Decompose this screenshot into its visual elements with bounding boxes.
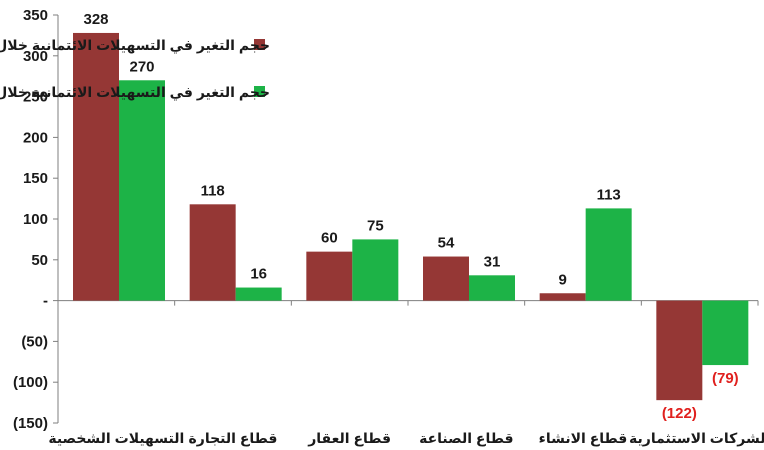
bar	[585, 208, 632, 301]
y-tick-label: 350	[23, 7, 48, 24]
data-label: 31	[484, 253, 501, 270]
bar	[423, 256, 469, 301]
y-tick-label: -	[43, 293, 48, 310]
legend-entry: حجم التغير في التسهيلات الائتمانية خلال …	[0, 84, 270, 101]
y-tick-label: 200	[23, 129, 48, 146]
axes: 350 300 250 200 150 100 50 - (50) (100) (150)التسه…	[13, 7, 764, 447]
category-label: قطاع العقار	[307, 430, 391, 446]
bars	[73, 32, 749, 401]
bar	[702, 300, 749, 366]
data-labels: 328 118 60 54 9 (122) 270 16 75 31 113 (79)	[83, 11, 738, 422]
data-label: 75	[367, 217, 384, 234]
data-label: 60	[321, 230, 338, 247]
bar	[73, 32, 119, 301]
data-label: 118	[201, 182, 225, 199]
legend-swatch	[254, 39, 265, 50]
legend-entry: حجم التغير في التسهيلات الائتمانية خلال …	[0, 37, 270, 54]
category-label: قطاع التجارة	[189, 430, 278, 446]
bar	[352, 239, 399, 301]
category-label: الشركات الاستثمارية	[629, 430, 764, 447]
y-tick-label: 250	[23, 89, 48, 106]
category-label: قطاع الانشاء	[539, 430, 628, 446]
y-tick-label: (100)	[13, 374, 48, 391]
data-label: 113	[597, 186, 621, 203]
y-tick-label: (150)	[13, 415, 48, 432]
bar	[189, 204, 236, 301]
data-label: 16	[250, 266, 267, 283]
legend-swatch	[254, 86, 265, 97]
y-tick-label: 50	[31, 252, 48, 269]
category-label: قطاع الصناعة	[419, 430, 513, 446]
bar	[235, 287, 282, 301]
bar	[119, 80, 165, 301]
y-tick-label: 150	[23, 170, 48, 187]
bar	[656, 300, 703, 401]
data-label: (122)	[662, 405, 697, 422]
bar	[469, 275, 515, 301]
category-label: التسهيلات الشخصية	[48, 430, 184, 447]
bar	[539, 293, 586, 301]
legend: حجم التغير في التسهيلات الائتمانية خلال …	[0, 37, 270, 101]
data-label: 9	[558, 271, 566, 288]
data-label: (79)	[712, 370, 739, 387]
y-tick-label: 100	[23, 211, 48, 228]
bar	[306, 251, 353, 301]
y-tick-label: (50)	[21, 333, 48, 350]
data-label: 270	[129, 58, 154, 75]
data-label: 328	[83, 11, 108, 28]
data-label: 54	[438, 235, 455, 252]
y-tick-label: 300	[23, 48, 48, 65]
